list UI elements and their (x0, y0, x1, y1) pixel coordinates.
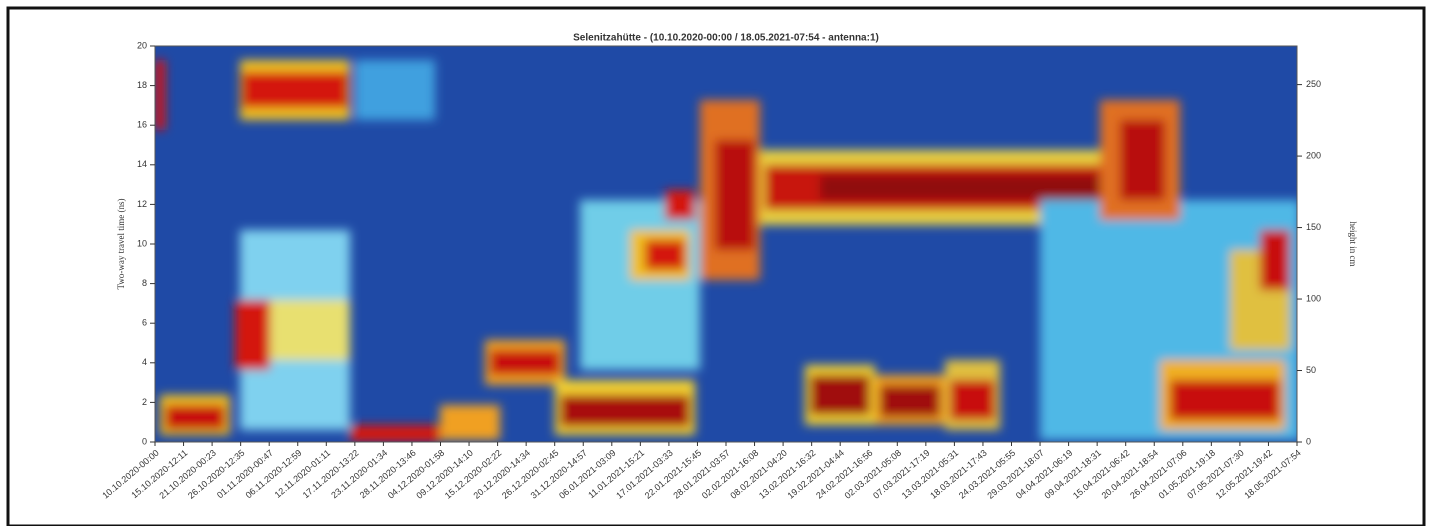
y-tick-label: 4 (142, 357, 147, 367)
chart: Selenitzahütte - (10.10.2020-00:00 / 18.… (0, 0, 1432, 526)
y-tick-label: 2 (142, 397, 147, 407)
y2-axis-label: height in cm (1348, 222, 1358, 267)
y2-tick-label: 250 (1306, 79, 1321, 89)
y-tick-label: 20 (137, 40, 147, 50)
radargram-texture (155, 46, 1300, 442)
y-tick-label: 6 (142, 318, 147, 328)
y-tick-label: 14 (137, 159, 147, 169)
y-tick-label: 0 (142, 436, 147, 446)
y2-tick-label: 50 (1306, 365, 1316, 375)
y2-tick-label: 200 (1306, 150, 1321, 160)
y2-tick-label: 100 (1306, 293, 1321, 303)
y-tick-label: 18 (137, 80, 147, 90)
y-axis-label: Two-way travel time (ns) (116, 198, 126, 289)
y2-tick-label: 0 (1306, 436, 1311, 446)
y-tick-label: 16 (137, 120, 147, 130)
y-tick-label: 8 (142, 278, 147, 288)
y-tick-label: 10 (137, 238, 147, 248)
y2-tick-label: 150 (1306, 222, 1321, 232)
chart-title: Selenitzahütte - (10.10.2020-00:00 / 18.… (573, 33, 879, 44)
y-tick-label: 12 (137, 199, 147, 209)
